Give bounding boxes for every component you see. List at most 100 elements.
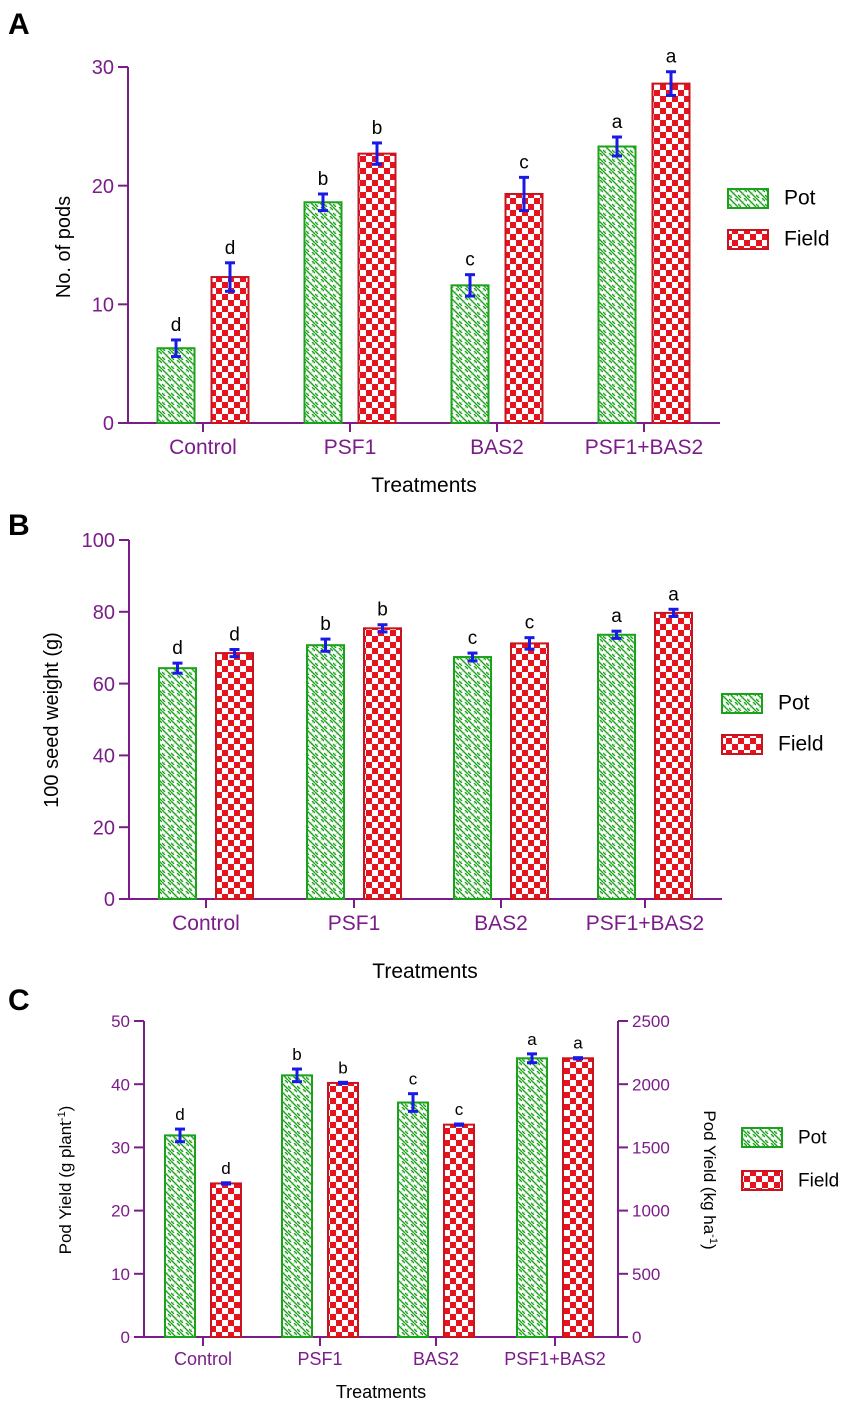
panel-a-bar-pot bbox=[303, 201, 343, 424]
panel-b-significance-letter: c bbox=[468, 628, 478, 649]
panel-b-y-tick-label: 0 bbox=[104, 889, 115, 911]
panel-a-error-bar bbox=[612, 135, 622, 158]
panel-c-bar-pot bbox=[397, 1101, 429, 1338]
panel-b-y-tick-label: 40 bbox=[93, 746, 115, 768]
panel-c-x-tick-label: Control bbox=[174, 1349, 232, 1369]
panel-c-y-tick-label: 40 bbox=[111, 1075, 130, 1094]
panel-b-xlabel: Treatments bbox=[372, 960, 477, 983]
panel-c-y-tick-label: 30 bbox=[111, 1139, 130, 1158]
panel-b-bar-field bbox=[215, 652, 254, 901]
panel-b-bar-field bbox=[363, 627, 402, 901]
panel-c-significance-letter: c bbox=[455, 1100, 464, 1119]
panel-a-legend-swatch-field bbox=[727, 229, 769, 250]
panel-a-legend-label-field: Field bbox=[784, 228, 830, 251]
panel-c-label: C bbox=[8, 984, 30, 1017]
panel-c-bar-field bbox=[210, 1182, 242, 1338]
panel-c-y-tick-label-right: 2500 bbox=[632, 1012, 670, 1031]
panel-a-error-bar bbox=[465, 273, 475, 298]
panel-c-error-bar bbox=[292, 1067, 302, 1084]
panel-c-significance-letter: a bbox=[573, 1034, 583, 1053]
panel-c-bar-pot bbox=[164, 1134, 196, 1338]
panel-c-error-bar bbox=[527, 1052, 537, 1065]
panel-c-legend-swatch-field bbox=[741, 1170, 783, 1191]
panel-c-y-tick-label-right: 500 bbox=[632, 1265, 660, 1284]
panel-c-significance-letter: d bbox=[221, 1159, 230, 1178]
panel-a-x-tick-label: PSF1+BAS2 bbox=[585, 436, 703, 459]
panel-c-bar-field bbox=[562, 1057, 594, 1338]
panel-a-error-bar bbox=[318, 192, 328, 213]
panel-b-plot: 0 20 40 60 80 100 Control PSF1 BAS2 PSF1+BAS2 d b c a… bbox=[82, 530, 824, 935]
panel-b-ylabel: 100 seed weight (g) bbox=[41, 632, 63, 808]
panel-c-x-tick-label: PSF1 bbox=[297, 1349, 342, 1369]
panel-b-error-bar bbox=[172, 661, 183, 675]
panel-b-bar-pot bbox=[597, 633, 636, 900]
panel-a-bar-pot bbox=[597, 145, 637, 425]
panel-a-legend-swatch-pot bbox=[727, 188, 769, 209]
panel-b-bar-pot bbox=[158, 667, 197, 901]
panel-a-significance-letter: d bbox=[171, 315, 182, 336]
panel-a-significance-letter: c bbox=[465, 250, 475, 271]
panel-a-bar-pot bbox=[450, 284, 490, 425]
panel-a-x-tick-label: PSF1 bbox=[324, 436, 377, 459]
panel-b-chart: 100 seed weight (g) Treatments 0 20 40 60 80… bbox=[41, 530, 824, 983]
panel-c-legend-label-pot: Pot bbox=[798, 1128, 827, 1149]
panel-b-significance-letter: d bbox=[172, 638, 183, 659]
panel-c-ylabel-left: Pod Yield (g plant-1) bbox=[56, 1106, 75, 1255]
panel-c-y-tick-label-right: 1000 bbox=[632, 1202, 670, 1221]
panel-b-y-tick-label: 20 bbox=[93, 817, 115, 839]
panel-a-ylabel: No. of pods bbox=[53, 196, 75, 298]
panel-b-significance-letter: a bbox=[611, 606, 622, 627]
panel-b-error-bar bbox=[320, 637, 331, 653]
panel-c-y-tick-label: 10 bbox=[111, 1265, 130, 1284]
panel-a-y-tick-label: 20 bbox=[92, 176, 114, 198]
panel-b-error-bar bbox=[611, 629, 622, 640]
panel-b-x-tick-label: PSF1 bbox=[328, 912, 381, 935]
panel-c-chart: Pod Yield (g plant-1) Pod Yield (kg ha-1… bbox=[56, 1012, 839, 1402]
panel-a-error-bar bbox=[171, 338, 181, 359]
panel-a-plot: 0 10 20 30 Control PSF1 BAS2 PSF1+BAS2 d b c a d b c a P… bbox=[92, 47, 830, 459]
panel-a-y-tick-label: 0 bbox=[103, 413, 114, 435]
panel-c-bar-pot bbox=[516, 1057, 548, 1338]
panel-a-error-bar bbox=[519, 175, 529, 213]
panel-b-y-tick-label: 80 bbox=[93, 602, 115, 624]
panel-b-bar-field bbox=[654, 611, 693, 900]
panel-c-xlabel: Treatments bbox=[336, 1382, 426, 1402]
panel-a-y-tick-label: 10 bbox=[92, 295, 114, 317]
panel-a-bar-field bbox=[504, 192, 544, 424]
panel-c-x-tick-label: BAS2 bbox=[413, 1349, 459, 1369]
panel-c-y-tick-label-right: 2000 bbox=[632, 1075, 670, 1094]
panel-c-y-tick-label: 0 bbox=[121, 1328, 130, 1347]
panel-b-label: B bbox=[8, 509, 30, 542]
panel-a-xlabel: Treatments bbox=[371, 474, 476, 497]
panel-a-significance-letter: a bbox=[666, 47, 677, 68]
panel-b-legend-label-pot: Pot bbox=[778, 692, 810, 715]
panel-c-error-bar bbox=[454, 1122, 464, 1127]
panel-b-x-tick-label: Control bbox=[172, 912, 240, 935]
panel-a-bar-field bbox=[210, 276, 250, 425]
panel-a-significance-letter: b bbox=[372, 118, 383, 139]
panel-b-error-bar bbox=[229, 647, 240, 659]
panel-b-significance-letter: c bbox=[525, 613, 535, 634]
panel-a-error-bar bbox=[372, 141, 382, 166]
panel-c-error-bar bbox=[573, 1056, 583, 1061]
panel-b-significance-letter: a bbox=[668, 584, 679, 605]
panel-c-error-bar bbox=[338, 1080, 348, 1086]
panel-a-significance-letter: a bbox=[612, 112, 623, 133]
panel-b-legend-label-field: Field bbox=[778, 733, 824, 756]
panel-a-bar-pot bbox=[156, 347, 196, 424]
panel-b-y-tick-label: 100 bbox=[82, 530, 115, 552]
panel-c-x-tick-label: PSF1+BAS2 bbox=[504, 1349, 606, 1369]
panel-c-bar-field bbox=[327, 1081, 359, 1339]
panel-c-y-tick-label-right: 1500 bbox=[632, 1139, 670, 1158]
panel-c-legend-swatch-pot bbox=[741, 1127, 783, 1148]
panel-a-significance-letter: c bbox=[519, 152, 529, 173]
panel-c-error-bar bbox=[221, 1181, 231, 1186]
panel-b-error-bar bbox=[668, 607, 679, 618]
panel-b-error-bar bbox=[467, 651, 478, 663]
panel-c-significance-letter: a bbox=[527, 1030, 537, 1049]
panel-c-y-tick-label: 50 bbox=[111, 1012, 130, 1031]
panel-b-significance-letter: b bbox=[320, 614, 331, 635]
panel-b-x-tick-label: PSF1+BAS2 bbox=[586, 912, 704, 935]
panel-c-bar-field bbox=[443, 1123, 475, 1338]
